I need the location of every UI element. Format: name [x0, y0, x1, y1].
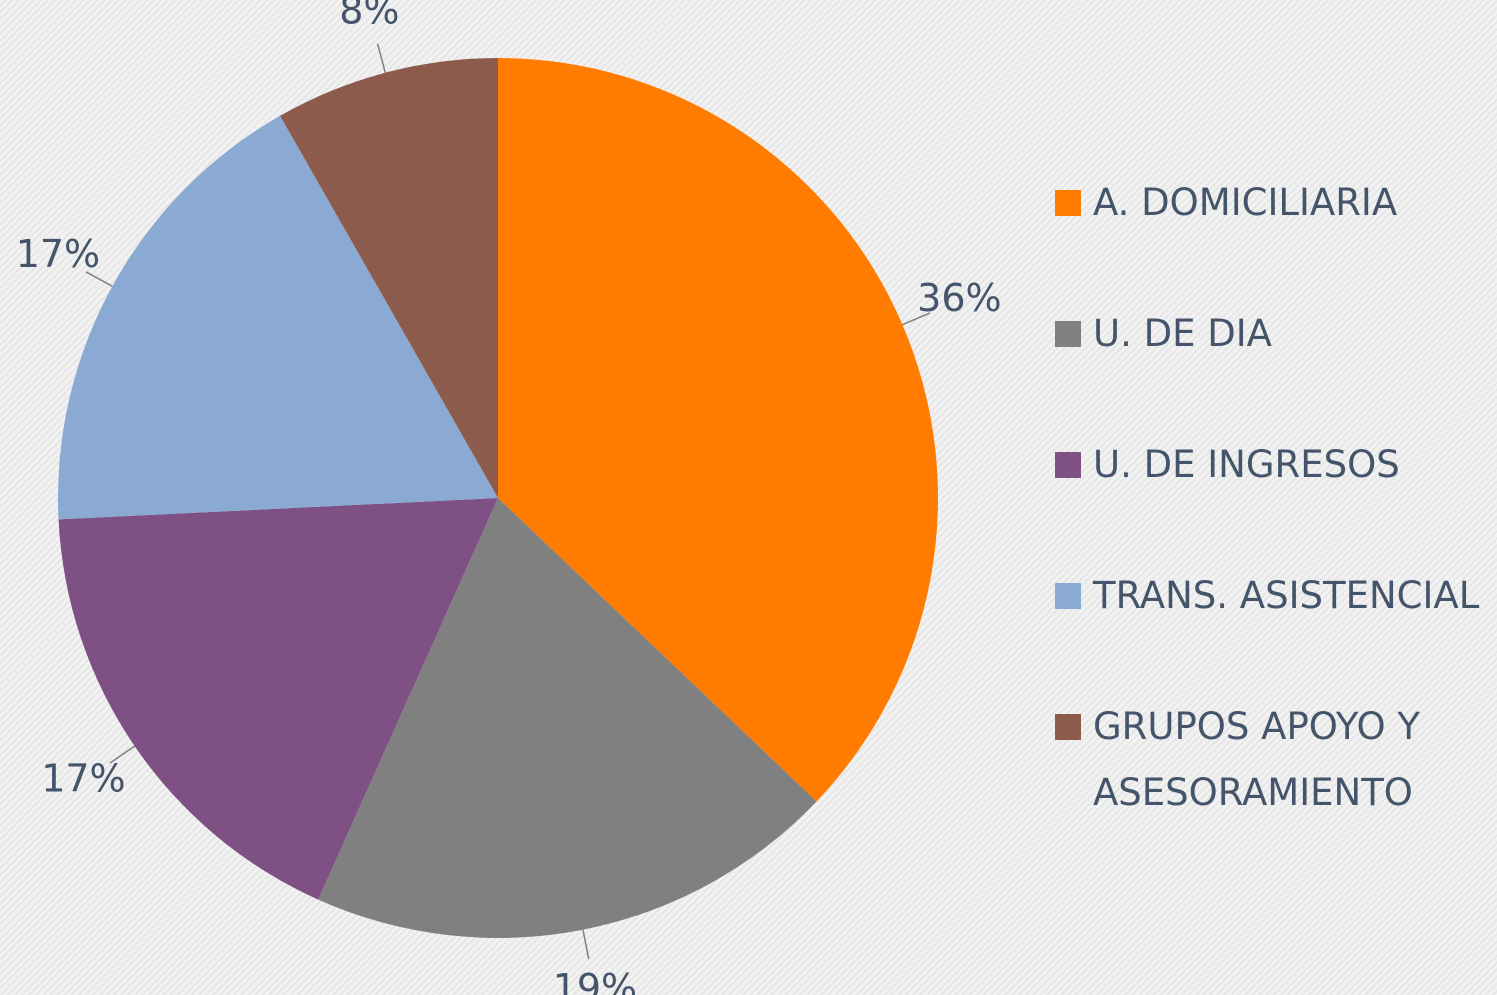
data-label: 8% — [339, 0, 399, 32]
legend-item: U. DE DIA — [1055, 301, 1495, 367]
legend-label: A. DOMICILIARIA — [1093, 181, 1398, 224]
pie-slice — [58, 115, 498, 520]
legend-swatch — [1055, 714, 1081, 740]
legend-item: TRANS. ASISTENCIAL — [1055, 563, 1495, 629]
legend-label: U. DE INGRESOS — [1093, 443, 1400, 486]
leader-line — [902, 312, 931, 326]
pie-slice — [58, 498, 498, 900]
data-label: 36% — [917, 276, 1001, 320]
leader-line — [109, 745, 136, 764]
legend-swatch — [1055, 190, 1081, 216]
legend-item: U. DE INGRESOS — [1055, 432, 1495, 498]
pie-slice — [280, 58, 498, 498]
data-label: 17% — [16, 232, 100, 276]
legend: A. DOMICILIARIA U. DE DIA U. DE INGRESOS TR… — [1055, 170, 1495, 891]
legend-swatch — [1055, 583, 1081, 609]
data-label: 19% — [553, 966, 637, 995]
leader-line — [376, 43, 386, 73]
legend-label: TRANS. ASISTENCIAL — [1093, 574, 1480, 617]
leader-line — [85, 271, 113, 287]
legend-label: GRUPOS APOYO Y ASESORAMIENTO — [1093, 705, 1420, 814]
pie-slice — [318, 498, 817, 938]
legend-item: GRUPOS APOYO Y ASESORAMIENTO — [1055, 694, 1495, 826]
legend-label: U. DE DIA — [1093, 312, 1272, 355]
legend-swatch — [1055, 321, 1081, 347]
leader-line — [582, 929, 590, 960]
pie-slice — [498, 58, 938, 802]
legend-swatch — [1055, 452, 1081, 478]
legend-item: A. DOMICILIARIA — [1055, 170, 1495, 236]
data-label: 17% — [41, 757, 125, 801]
